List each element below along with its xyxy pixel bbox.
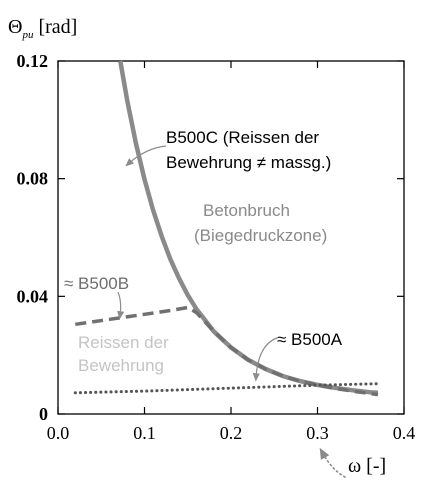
axis-ticks: 0.0 0.1 0.2 0.3 0.4 0 0.04 0.08 0.12 [17,51,416,443]
annotation-b500c-arrow [125,145,167,167]
annotation-betonbruch-line1: Betonbruch [203,201,290,220]
annotation-b500a: ≈ B500A [277,330,343,349]
y-axis-label: Θpu [rad] [8,16,77,41]
y-axis-symbol: Θ [8,16,22,38]
x-tick-label: 0.2 [220,423,243,443]
annotation-b500b-arrow [117,291,125,320]
y-tick-label: 0.08 [17,169,49,189]
x-tick-label: 0.1 [133,423,156,443]
y-axis-subscript: pu [21,29,34,41]
annotation-betonbruch-line2: (Biegedruckzone) [194,226,327,245]
y-tick-label: 0.04 [17,286,49,306]
x-tick-label: 0.3 [306,423,329,443]
annotation-reissen-line2: Bewehrung [78,356,164,375]
x-axis-label: ω [-] [348,455,386,477]
series-line-b500b [75,305,379,397]
x-tick-label: 0.0 [47,423,70,443]
x-axis-label-arrow [319,447,346,478]
y-tick-label: 0.12 [17,51,49,71]
chart-series [73,60,380,397]
annotation-b500c-line2: Bewehrung ≠ massg.) [166,153,331,172]
annotation-b500c-line1: B500C (Reissen der [166,128,319,147]
y-tick-label: 0 [39,404,48,424]
y-axis-unit: [rad] [38,16,77,38]
annotation-b500b: ≈ B500B [64,274,129,293]
annotation-reissen-line1: Reissen der [78,333,169,352]
series-line-b500a [73,382,380,395]
x-tick-label: 0.4 [393,423,416,443]
annotation-b500a-arrow [252,337,278,382]
